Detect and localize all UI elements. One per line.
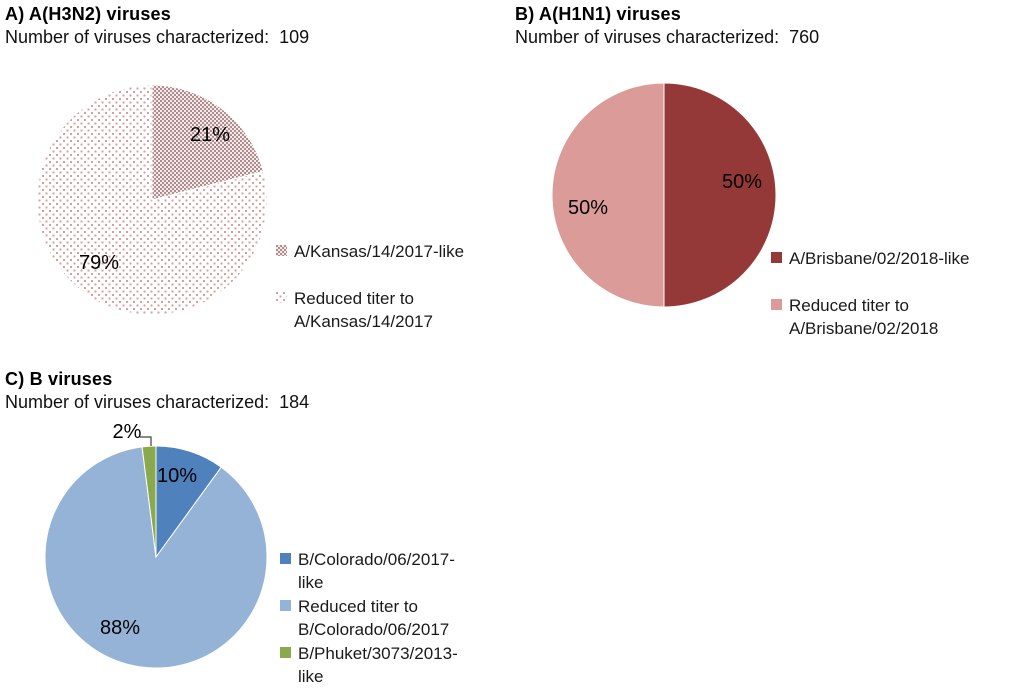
pie-slice-c-1 bbox=[44, 446, 268, 669]
legend-swatch bbox=[276, 245, 287, 256]
legend-item: Reduced titer to A/Brisbane/02/2018 bbox=[771, 294, 981, 340]
pie-slice-b-0 bbox=[663, 82, 777, 308]
panel-c-subtitle: Number of viruses characterized: 184 bbox=[5, 392, 310, 412]
panel-b-title: B) A(H1N1) viruses bbox=[515, 4, 681, 24]
pie-data-label: 50% bbox=[568, 197, 608, 219]
pie-data-label: 88% bbox=[100, 617, 140, 639]
panel-a-title: A) A(H3N2) viruses bbox=[5, 4, 171, 24]
pie-h3n2: 21% 79% bbox=[36, 84, 268, 316]
legend-item: A/Brisbane/02/2018-like bbox=[771, 247, 981, 270]
legend-swatch bbox=[280, 647, 291, 658]
pie-slice-a-0 bbox=[151, 84, 264, 201]
pie-slice-a-1 bbox=[36, 84, 268, 316]
legend-label: Reduced titer to A/Brisbane/02/2018 bbox=[789, 296, 939, 338]
legend-h1n1: A/Brisbane/02/2018-like Reduced titer to A… bbox=[771, 247, 981, 340]
legend-label: A/Kansas/14/2017-like bbox=[294, 242, 465, 261]
pie-data-label: 2% bbox=[113, 421, 142, 443]
legend-swatch bbox=[771, 252, 782, 263]
legend-label: A/Brisbane/02/2018-like bbox=[789, 249, 970, 268]
pie-data-label: 50% bbox=[722, 171, 762, 193]
pie-data-label: 10% bbox=[157, 465, 197, 487]
panel-c-title: C) B viruses bbox=[5, 369, 113, 389]
panel-b-subtitle: Number of viruses characterized: 760 bbox=[515, 27, 820, 47]
legend-label: B/Colorado/06/2017- like bbox=[298, 550, 455, 592]
legend-b-viruses: B/Colorado/06/2017- like Reduced titer to B… bbox=[280, 548, 475, 688]
panel-a-subtitle: Number of viruses characterized: 109 bbox=[5, 27, 310, 47]
pie-h1n1: 50% 50% bbox=[551, 82, 777, 308]
legend-item: B/Colorado/06/2017- like bbox=[280, 548, 475, 594]
legend-item: A/Kansas/14/2017-like bbox=[276, 240, 481, 263]
pie-data-label: 79% bbox=[79, 252, 119, 274]
pie-data-label: 21% bbox=[190, 124, 230, 146]
pie-slice-b-1 bbox=[551, 82, 665, 308]
pie-slice-c-2 bbox=[141, 445, 157, 558]
legend-swatch bbox=[280, 600, 291, 611]
legend-swatch bbox=[771, 299, 782, 310]
legend-swatch bbox=[276, 292, 287, 303]
legend-item: Reduced titer to B/Colorado/06/2017 bbox=[280, 595, 475, 641]
leader-line-2pct bbox=[140, 436, 152, 446]
legend-label: Reduced titer to A/Kansas/14/2017 bbox=[294, 289, 433, 331]
legend-label: B/Phuket/3073/2013- like bbox=[298, 644, 458, 686]
legend-swatch bbox=[280, 553, 291, 564]
legend-h3n2: A/Kansas/14/2017-like Reduced titer to A/K… bbox=[276, 240, 481, 333]
legend-item: B/Phuket/3073/2013- like bbox=[280, 642, 475, 688]
legend-item: Reduced titer to A/Kansas/14/2017 bbox=[276, 287, 481, 333]
legend-label: Reduced titer to B/Colorado/06/2017 bbox=[298, 597, 450, 639]
pie-b-viruses: 10% 88% 2% bbox=[44, 421, 268, 669]
